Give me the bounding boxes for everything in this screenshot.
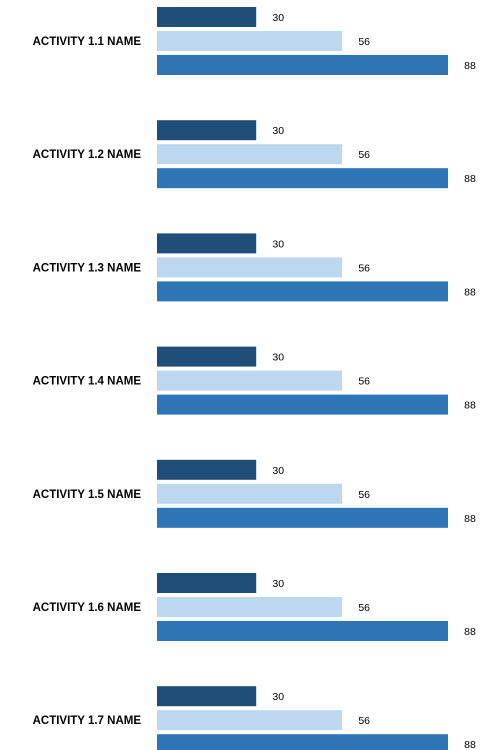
bar [157,168,448,189]
bar [157,120,257,141]
bar [157,710,343,731]
data-label: 56 [358,36,370,48]
category-group: ACTIVITY 1.2 NAME 30 56 88 [33,120,476,189]
category-label: ACTIVITY 1.7 NAME [33,715,142,727]
data-label: 30 [272,125,284,137]
category-group: ACTIVITY 1.5 NAME 30 56 88 [33,459,476,528]
category-label: ACTIVITY 1.1 NAME [33,36,142,48]
bar [157,483,343,504]
bar [157,459,257,480]
data-label: 30 [272,578,284,590]
category-label: ACTIVITY 1.6 NAME [33,602,142,614]
data-label: 30 [272,465,284,477]
bar [157,233,257,254]
category-group: ACTIVITY 1.1 NAME 30 56 88 [33,7,476,75]
bar [157,597,343,617]
category-label: ACTIVITY 1.4 NAME [33,376,142,388]
bar [157,507,448,528]
bar [157,7,257,27]
category-group: ACTIVITY 1.7 NAME 30 56 88 [33,686,476,750]
data-label: 88 [464,400,476,412]
bar [157,370,343,391]
category-group: ACTIVITY 1.6 NAME 30 56 88 [33,573,476,641]
data-label: 56 [358,149,370,161]
bar [157,394,448,415]
data-label: 56 [358,262,370,274]
bar [157,573,257,593]
category-group: ACTIVITY 1.4 NAME 30 56 88 [33,346,476,415]
data-label: 30 [272,238,284,250]
bar [157,686,257,707]
data-label: 30 [272,691,284,703]
data-label: 88 [464,739,476,750]
data-label: 56 [358,489,370,501]
data-label: 30 [272,12,284,24]
bar [157,346,257,367]
category-label: ACTIVITY 1.2 NAME [33,149,142,161]
data-label: 88 [464,513,476,525]
data-label: 30 [272,352,284,364]
bar [157,257,343,278]
bar [157,31,343,51]
data-label: 56 [358,715,370,727]
bar [157,281,448,302]
data-label: 88 [464,626,476,638]
data-label: 88 [464,60,476,72]
category-group: ACTIVITY 1.3 NAME 30 56 88 [33,233,476,302]
data-label: 56 [358,602,370,614]
data-label: 88 [464,286,476,298]
bar [157,144,343,165]
data-label: 56 [358,376,370,388]
bar [157,621,448,641]
category-label: ACTIVITY 1.5 NAME [33,489,142,501]
bar [157,55,448,75]
data-label: 88 [464,173,476,185]
bar [157,734,448,750]
category-label: ACTIVITY 1.3 NAME [33,262,142,274]
